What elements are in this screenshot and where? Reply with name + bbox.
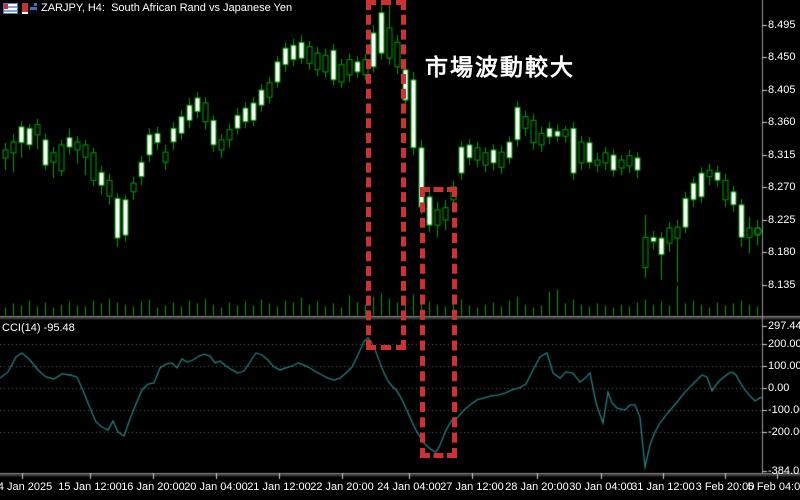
price-axis-label: 8.360 [768,116,796,128]
cci-axis-label: 200.00 [768,338,800,350]
time-axis-label: 3 Feb 20:00 [695,481,755,493]
bar-chart-icon[interactable] [3,2,18,14]
cci-axis-label: 297.44 [768,320,800,332]
price-axis-label: 8.405 [768,84,796,96]
price-axis-label: 8.315 [768,149,796,161]
chart-symbol-title: ZARJPY, H4: South African Rand vs Japane… [41,1,293,14]
annotation-rect-volatility-1[interactable] [366,0,406,350]
cci-axis-label: 100.00 [768,360,800,372]
time-axis-label: 14 Jan 2025 [0,481,53,493]
candlestick-icon-red-block [22,2,28,14]
time-axis-label: 30 Jan 04:00 [569,481,633,493]
time-axis-label: 21 Jan 12:00 [247,481,311,493]
cci-axis-label: -384.01 [768,465,800,477]
time-axis-label: 28 Jan 20:00 [505,481,569,493]
price-axis-label: 8.450 [768,51,796,63]
candlestick-chart-icon[interactable] [22,2,37,14]
annotation-rect-volatility-2[interactable] [420,187,457,458]
annotation-text: 市場波動較大 [425,55,575,81]
time-axis-label: 22 Jan 20:00 [310,481,374,493]
time-axis-label: 27 Jan 12:00 [440,481,504,493]
price-axis-label: 8.135 [768,279,796,291]
chart-title-bar: ZARJPY, H4: South African Rand vs Japane… [0,0,800,15]
time-axis-label: 5 Feb 04:00 [747,481,800,493]
time-axis-label: 15 Jan 12:00 [58,481,122,493]
cci-axis-label: 0.00 [768,382,790,394]
time-axis-label: 20 Jan 04:00 [184,481,248,493]
bar-chart-icon-red-cell [4,3,8,9]
cci-axis-label: -200.00 [768,426,800,438]
candlestick-icon-blue-cell [34,2,37,6]
price-axis-label: 8.180 [768,246,796,258]
price-axis-label: 8.225 [768,214,796,226]
time-axis-label: 16 Jan 20:00 [121,481,185,493]
cci-axis-label: -100.00 [768,404,800,416]
indicator-label: CCI(14) -95.48 [2,322,75,334]
time-axis-label: 24 Jan 04:00 [377,481,441,493]
time-axis-label: 31 Jan 12:00 [631,481,695,493]
price-axis-label: 8.495 [768,19,796,31]
candlestick-icon-blue-bar [30,6,37,10]
price-axis-label: 8.270 [768,181,796,193]
